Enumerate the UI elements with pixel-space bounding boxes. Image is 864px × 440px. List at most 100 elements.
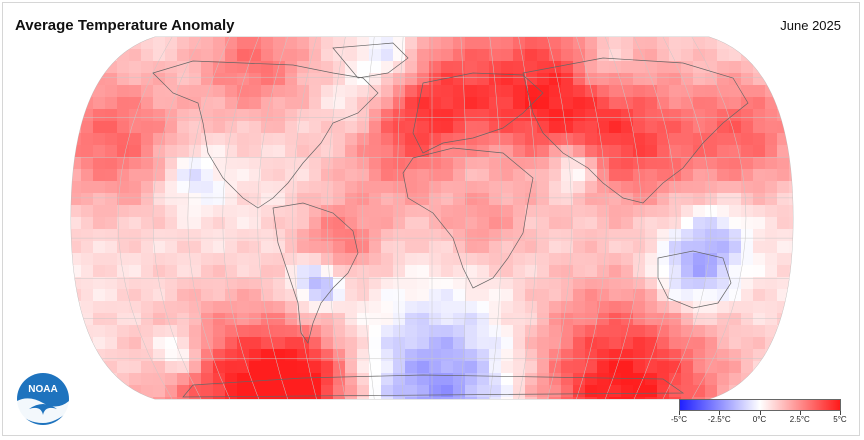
anomaly-cell: [309, 193, 322, 206]
anomaly-cell: [81, 121, 94, 134]
anomaly-cell: [357, 97, 370, 110]
anomaly-cell: [597, 85, 610, 98]
anomaly-cell: [681, 97, 694, 110]
anomaly-cell: [333, 229, 346, 242]
anomaly-cell: [717, 61, 730, 74]
anomaly-cell: [117, 325, 130, 338]
anomaly-cell: [369, 289, 382, 302]
anomaly-cell: [237, 157, 250, 170]
anomaly-cell: [345, 265, 358, 278]
anomaly-cell: [405, 121, 418, 134]
anomaly-cell: [381, 337, 394, 350]
anomaly-cell: [165, 97, 178, 110]
anomaly-cell: [573, 325, 586, 338]
anomaly-cell: [71, 277, 82, 290]
anomaly-cell: [765, 169, 778, 182]
anomaly-cell: [71, 85, 82, 98]
anomaly-cell: [657, 289, 670, 302]
anomaly-cell: [621, 109, 634, 122]
anomaly-cell: [417, 61, 430, 74]
anomaly-cell: [621, 373, 634, 386]
anomaly-cell: [189, 385, 202, 398]
anomaly-cell: [441, 145, 454, 158]
anomaly-cell: [213, 73, 226, 86]
anomaly-cell: [177, 313, 190, 326]
anomaly-cell: [549, 217, 562, 230]
anomaly-cell: [525, 61, 538, 74]
anomaly-cell: [501, 37, 514, 50]
anomaly-cell: [333, 385, 346, 398]
anomaly-cell: [681, 229, 694, 242]
anomaly-cell: [753, 241, 766, 254]
anomaly-cell: [177, 121, 190, 134]
anomaly-cell: [645, 169, 658, 182]
anomaly-cell: [71, 301, 82, 314]
anomaly-cell: [681, 61, 694, 74]
anomaly-cell: [633, 157, 646, 170]
anomaly-cell: [153, 373, 166, 386]
anomaly-cell: [261, 145, 274, 158]
anomaly-cell: [741, 253, 754, 266]
anomaly-cell: [189, 37, 202, 50]
anomaly-cell: [93, 85, 106, 98]
anomaly-cell: [309, 73, 322, 86]
anomaly-cell: [621, 169, 634, 182]
anomaly-cell: [141, 313, 154, 326]
anomaly-cell: [477, 313, 490, 326]
anomaly-cell: [129, 229, 142, 242]
anomaly-cell: [513, 253, 526, 266]
anomaly-cell: [81, 133, 94, 146]
anomaly-cell: [441, 181, 454, 194]
anomaly-cell: [693, 265, 706, 278]
anomaly-cell: [345, 217, 358, 230]
anomaly-cell: [357, 313, 370, 326]
anomaly-cell: [273, 397, 286, 399]
anomaly-cell: [453, 289, 466, 302]
anomaly-cell: [129, 301, 142, 314]
anomaly-cell: [453, 121, 466, 134]
anomaly-cell: [189, 229, 202, 242]
anomaly-cell: [705, 49, 718, 62]
anomaly-cell: [609, 73, 622, 86]
anomaly-cell: [333, 397, 346, 399]
anomaly-cell: [777, 301, 790, 314]
anomaly-cell: [657, 37, 670, 50]
anomaly-cell: [345, 397, 358, 399]
anomaly-cell: [585, 193, 598, 206]
anomaly-cell: [645, 313, 658, 326]
anomaly-cell: [777, 49, 790, 62]
anomaly-cell: [321, 385, 334, 398]
anomaly-cell: [513, 349, 526, 362]
anomaly-cell: [537, 157, 550, 170]
anomaly-cell: [429, 301, 442, 314]
meridian-line: [152, 37, 202, 399]
anomaly-cell: [297, 97, 310, 110]
africa-outline: [402, 147, 534, 289]
anomaly-cell: [285, 109, 298, 122]
anomaly-cell: [465, 373, 478, 386]
anomaly-cell: [405, 361, 418, 374]
anomaly-cell: [417, 253, 430, 266]
anomaly-cell: [357, 289, 370, 302]
anomaly-cell: [669, 97, 682, 110]
anomaly-cell: [141, 253, 154, 266]
anomaly-cell: [633, 61, 646, 74]
anomaly-cell: [297, 193, 310, 206]
anomaly-cell: [513, 373, 526, 386]
anomaly-cell: [309, 169, 322, 182]
anomaly-cell: [189, 61, 202, 74]
anomaly-cell: [681, 145, 694, 158]
anomaly-cell: [273, 37, 286, 50]
anomaly-cell: [465, 205, 478, 218]
anomaly-cell: [369, 265, 382, 278]
anomaly-cell: [621, 121, 634, 134]
anomaly-cell: [573, 337, 586, 350]
anomaly-cell: [549, 193, 562, 206]
anomaly-cell: [765, 361, 778, 374]
anomaly-cell: [513, 229, 526, 242]
anomaly-cell: [189, 373, 202, 386]
anomaly-cell: [237, 385, 250, 398]
anomaly-cell: [717, 181, 730, 194]
anomaly-cell: [525, 289, 538, 302]
anomaly-cell: [693, 157, 706, 170]
